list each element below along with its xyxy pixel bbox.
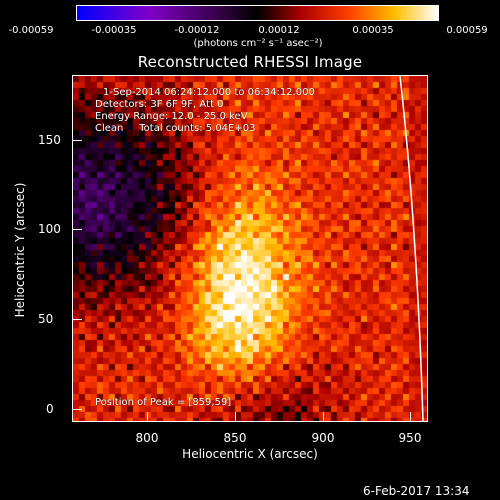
rhessi-intensity-map xyxy=(73,76,427,421)
y-tick-mark xyxy=(73,140,82,141)
y-tick-label: 0 xyxy=(46,402,54,416)
y-tick-label: 50 xyxy=(38,312,54,326)
x-tick-label: 950 xyxy=(398,431,422,445)
colorbar-tick-label: 0.00035 xyxy=(352,25,394,36)
x-tick-mark xyxy=(235,412,236,421)
colorbar-tick-label: 0.00012 xyxy=(258,25,300,36)
date-stamp: 6-Feb-2017 13:34 xyxy=(363,484,470,498)
detectors-text: Detectors: 3F 6F 9F, Att 0 xyxy=(95,99,224,110)
colorbar-units: (photons cm⁻² s⁻¹ asec⁻²) xyxy=(193,38,323,49)
colorbar-tick-label: 0.00059 xyxy=(446,25,488,36)
x-tick-label: 800 xyxy=(135,431,159,445)
x-tick-label: 900 xyxy=(311,431,335,445)
x-tick-mark xyxy=(323,412,324,421)
x-tick-label: 850 xyxy=(223,431,247,445)
y-axis-label: Heliocentric Y (arcsec) xyxy=(13,182,27,318)
colorbar-tick-label: -0.00035 xyxy=(91,25,137,36)
rhessi-image-plot: 1-Sep-2014 06:24:12.000 to 06:34:12.000 … xyxy=(72,75,428,422)
y-tick-label: 150 xyxy=(38,133,61,147)
colorbar-tick-label: -0.00012 xyxy=(174,25,220,36)
solar-limb-overlay xyxy=(399,76,424,421)
time-range-text: 1-Sep-2014 06:24:12.000 to 06:34:12.000 xyxy=(103,87,315,98)
image-title: Reconstructed RHESSI Image xyxy=(137,53,363,71)
y-tick-mark xyxy=(73,409,82,410)
y-tick-mark xyxy=(73,229,82,230)
energy-range-text: Energy Range: 12.0 - 25.0 keV xyxy=(95,111,248,122)
peak-position-text: Position of Peak = [859,59] xyxy=(95,397,232,408)
colorbar xyxy=(76,5,439,21)
colorbar-tick-label: -0.00059 xyxy=(8,25,54,36)
solar-limb-line xyxy=(399,76,424,421)
clean-total-counts-text: Clean Total counts: 5.04E+03 xyxy=(95,123,256,134)
y-tick-mark xyxy=(73,319,82,320)
y-tick-label: 100 xyxy=(38,222,61,236)
x-tick-mark xyxy=(147,412,148,421)
x-axis-label: Heliocentric X (arcsec) xyxy=(182,447,318,461)
x-tick-mark xyxy=(410,412,411,421)
